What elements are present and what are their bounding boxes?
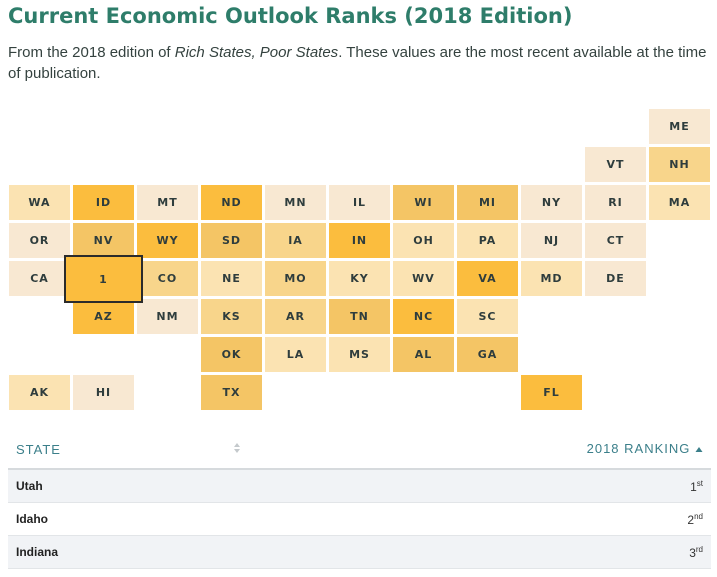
state-tile-nv[interactable]: NV	[73, 223, 134, 258]
rank-value: 2nd	[248, 502, 711, 536]
state-tile-fl[interactable]: FL	[521, 375, 582, 410]
sort-ascending-icon	[695, 442, 703, 457]
state-tile-de[interactable]: DE	[585, 261, 646, 296]
state-tile-nh[interactable]: NH	[649, 147, 710, 182]
state-tile-ca[interactable]: CA	[9, 261, 70, 296]
ranking-column-header[interactable]: 2018 RANKING	[248, 430, 711, 470]
state-tile-wa[interactable]: WA	[9, 185, 70, 220]
state-tile-md[interactable]: MD	[521, 261, 582, 296]
state-tile-ks[interactable]: KS	[201, 299, 262, 334]
rank-value: 3rd	[248, 535, 711, 569]
state-tile-mi[interactable]: MI	[457, 185, 518, 220]
state-tile-oh[interactable]: OH	[393, 223, 454, 258]
state-tile-hi[interactable]: HI	[73, 375, 134, 410]
state-tile-al[interactable]: AL	[393, 337, 454, 372]
state-tile-sc[interactable]: SC	[457, 299, 518, 334]
state-tile-vt[interactable]: VT	[585, 147, 646, 182]
rank-number: 2	[687, 512, 695, 527]
table-row[interactable]: Idaho 2nd	[8, 502, 711, 536]
state-tile-tx[interactable]: TX	[201, 375, 262, 410]
state-tile-in[interactable]: IN	[329, 223, 390, 258]
state-tile-id[interactable]: ID	[73, 185, 134, 220]
state-tile-map: ME VT NH WA ID MT ND MN IL WI MI NY RI MA OR NV WY SD IA IN…	[9, 109, 710, 410]
state-tile-sd[interactable]: SD	[201, 223, 262, 258]
ranking-table: STATE 2018 RANKING Utah 1st Idaho 2nd	[8, 430, 711, 569]
rank-number: 1	[690, 479, 697, 494]
state-tile-ga[interactable]: GA	[457, 337, 518, 372]
subtitle-post: . These values are the most recent avail…	[8, 44, 707, 82]
state-tile-mt[interactable]: MT	[137, 185, 198, 220]
table-header-row: STATE 2018 RANKING	[8, 430, 711, 470]
state-tile-pa[interactable]: PA	[457, 223, 518, 258]
state-tile-mo[interactable]: MO	[265, 261, 326, 296]
subtitle-publication: Rich States, Poor States	[174, 44, 339, 61]
state-tile-va[interactable]: VA	[457, 261, 518, 296]
page-title: Current Economic Outlook Ranks (2018 Edi…	[8, 4, 573, 28]
rank-suffix: nd	[694, 511, 703, 521]
rank-suffix: st	[696, 478, 703, 488]
state-tile-ar[interactable]: AR	[265, 299, 326, 334]
state-tile-ia[interactable]: IA	[265, 223, 326, 258]
page-subtitle: From the 2018 edition of Rich States, Po…	[8, 42, 708, 84]
state-name: Utah	[8, 469, 249, 503]
state-tile-mn[interactable]: MN	[265, 185, 326, 220]
state-tile-nj[interactable]: NJ	[521, 223, 582, 258]
state-tile-co[interactable]: CO	[137, 261, 198, 296]
state-column-label: STATE	[16, 441, 61, 457]
state-tile-me[interactable]: ME	[649, 109, 710, 144]
state-tile-ky[interactable]: KY	[329, 261, 390, 296]
state-tile-ny[interactable]: NY	[521, 185, 582, 220]
ranking-column-label: 2018 RANKING	[586, 440, 691, 456]
subtitle-pre: From the 2018 edition of	[8, 44, 175, 61]
state-tile-nc[interactable]: NC	[393, 299, 454, 334]
state-tile-wi[interactable]: WI	[393, 185, 454, 220]
state-tile-wv[interactable]: WV	[393, 261, 454, 296]
state-name: Indiana	[8, 535, 249, 569]
state-tile-la[interactable]: LA	[265, 337, 326, 372]
state-tile-ne[interactable]: NE	[201, 261, 262, 296]
state-tile-ok[interactable]: OK	[201, 337, 262, 372]
table-row[interactable]: Indiana 3rd	[8, 535, 711, 569]
rank-suffix: rd	[695, 544, 703, 554]
state-tile-ct[interactable]: CT	[585, 223, 646, 258]
state-tile-ri[interactable]: RI	[585, 185, 646, 220]
state-tile-az[interactable]: AZ	[73, 299, 134, 334]
rank-value: 1st	[248, 469, 711, 503]
state-tile-wy[interactable]: WY	[137, 223, 198, 258]
state-tile-tn[interactable]: TN	[329, 299, 390, 334]
state-tile-ut[interactable]: 1	[64, 255, 143, 303]
state-tile-nm[interactable]: NM	[137, 299, 198, 334]
state-tile-ak[interactable]: AK	[9, 375, 70, 410]
state-name: Idaho	[8, 502, 249, 536]
state-tile-ma[interactable]: MA	[649, 185, 710, 220]
state-tile-nd[interactable]: ND	[201, 185, 262, 220]
state-tile-il[interactable]: IL	[329, 185, 390, 220]
state-tile-or[interactable]: OR	[9, 223, 70, 258]
rank-number: 3	[689, 545, 696, 560]
state-tile-ms[interactable]: MS	[329, 337, 390, 372]
sort-both-icon	[233, 442, 241, 457]
table-row[interactable]: Utah 1st	[8, 469, 711, 503]
state-column-header[interactable]: STATE	[8, 430, 249, 470]
